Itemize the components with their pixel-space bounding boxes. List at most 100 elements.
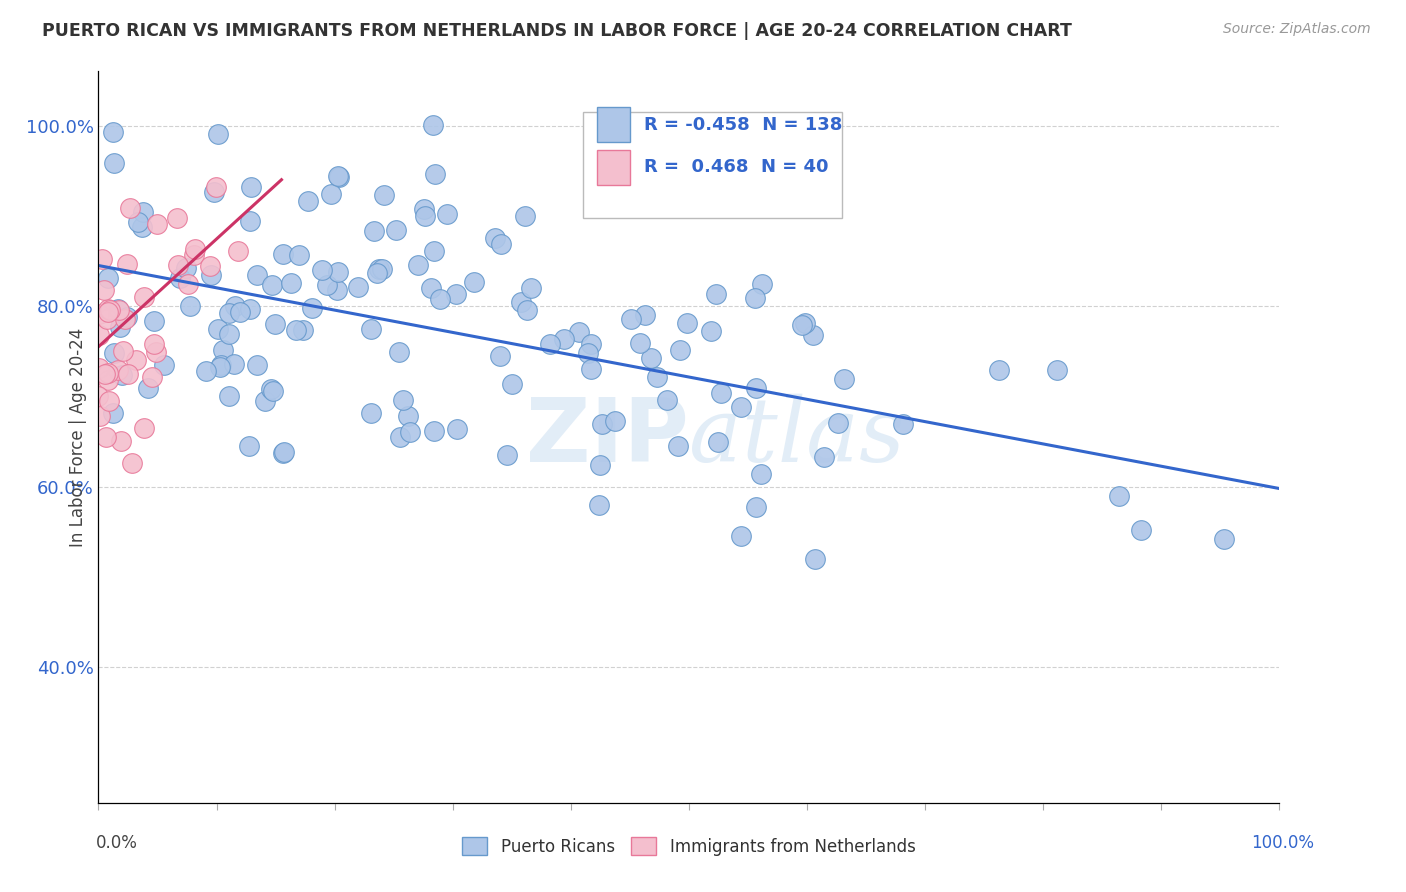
Point — [115, 257, 138, 271]
Point — [89, 409, 111, 424]
Point — [174, 260, 197, 275]
Point — [832, 372, 855, 386]
Point — [501, 377, 523, 392]
Point — [589, 458, 612, 472]
Point — [121, 456, 143, 470]
Point — [111, 368, 134, 383]
Point — [87, 361, 110, 376]
Legend: Puerto Ricans, Immigrants from Netherlands: Puerto Ricans, Immigrants from Netherlan… — [454, 830, 924, 864]
Point — [655, 393, 678, 408]
Point — [229, 304, 252, 318]
Point — [463, 275, 485, 289]
Point — [347, 280, 370, 294]
Point — [101, 406, 124, 420]
Point — [730, 401, 752, 415]
Point — [179, 299, 201, 313]
Point — [751, 277, 773, 291]
Point — [136, 381, 159, 395]
Point — [406, 258, 429, 272]
Point — [513, 209, 536, 223]
FancyBboxPatch shape — [596, 150, 630, 185]
Point — [263, 318, 285, 332]
Point — [391, 392, 413, 407]
Point — [669, 343, 692, 358]
Point — [253, 394, 276, 409]
Point — [262, 278, 284, 293]
Point — [415, 210, 437, 224]
Point — [389, 430, 412, 444]
Text: R = -0.458  N = 138: R = -0.458 N = 138 — [644, 116, 842, 134]
Point — [239, 301, 262, 316]
Point — [98, 394, 121, 409]
Point — [398, 425, 420, 439]
Point — [891, 417, 914, 431]
Point — [100, 303, 122, 318]
Text: 0.0%: 0.0% — [96, 834, 138, 852]
Point — [620, 311, 643, 326]
Point — [291, 323, 314, 337]
Point — [97, 366, 120, 380]
Point — [200, 268, 222, 282]
FancyBboxPatch shape — [582, 112, 842, 218]
Point — [141, 370, 163, 384]
Point — [194, 364, 217, 378]
Point — [262, 384, 284, 399]
Point — [202, 185, 225, 199]
Point — [366, 266, 388, 280]
Point — [224, 357, 246, 371]
Point — [97, 373, 120, 387]
Point — [675, 316, 697, 330]
Point — [143, 337, 166, 351]
Point — [645, 370, 668, 384]
Text: Source: ZipAtlas.com: Source: ZipAtlas.com — [1223, 22, 1371, 37]
Point — [396, 409, 419, 423]
Point — [260, 382, 283, 396]
Point — [285, 323, 308, 337]
Point — [134, 421, 156, 435]
Point — [91, 252, 114, 267]
Point — [444, 287, 467, 301]
Point — [200, 259, 222, 273]
Point — [553, 332, 575, 346]
Point — [707, 435, 730, 450]
Point — [423, 425, 446, 439]
Point — [412, 202, 434, 216]
Point — [827, 417, 849, 431]
Point — [94, 367, 117, 381]
Point — [114, 312, 136, 326]
Point — [538, 337, 561, 351]
Text: 100.0%: 100.0% — [1251, 834, 1315, 852]
Point — [633, 308, 655, 322]
Point — [131, 220, 153, 235]
Point — [184, 242, 207, 256]
Point — [423, 167, 446, 181]
Point — [177, 277, 200, 291]
Point — [145, 344, 167, 359]
Text: atlas: atlas — [689, 393, 904, 481]
Point — [153, 358, 176, 372]
Point — [429, 292, 451, 306]
Point — [745, 381, 768, 395]
Point — [749, 467, 772, 481]
Point — [368, 262, 391, 277]
Point — [110, 434, 132, 448]
Y-axis label: In Labor Force | Age 20-24: In Labor Force | Age 20-24 — [69, 327, 87, 547]
Point — [132, 204, 155, 219]
Point — [1046, 362, 1069, 376]
Point — [97, 302, 120, 317]
Point — [108, 320, 131, 334]
Point — [93, 283, 115, 297]
Point — [183, 248, 205, 262]
Point — [484, 230, 506, 244]
Point — [271, 247, 294, 261]
Point — [510, 295, 533, 310]
Point — [166, 259, 188, 273]
Point — [117, 310, 139, 325]
Point — [987, 363, 1010, 377]
Point — [96, 311, 118, 326]
Point — [373, 188, 395, 202]
Point — [640, 351, 662, 365]
Point — [238, 439, 260, 453]
Point — [793, 316, 815, 330]
Point — [1213, 532, 1236, 546]
